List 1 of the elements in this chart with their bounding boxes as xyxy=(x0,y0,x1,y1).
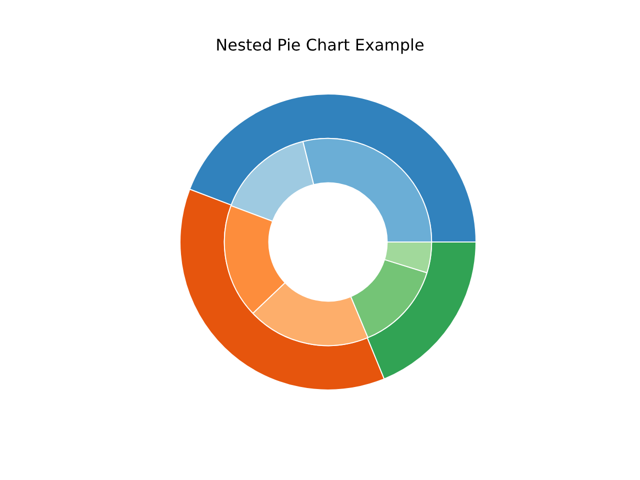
chart-title: Nested Pie Chart Example xyxy=(216,36,424,54)
